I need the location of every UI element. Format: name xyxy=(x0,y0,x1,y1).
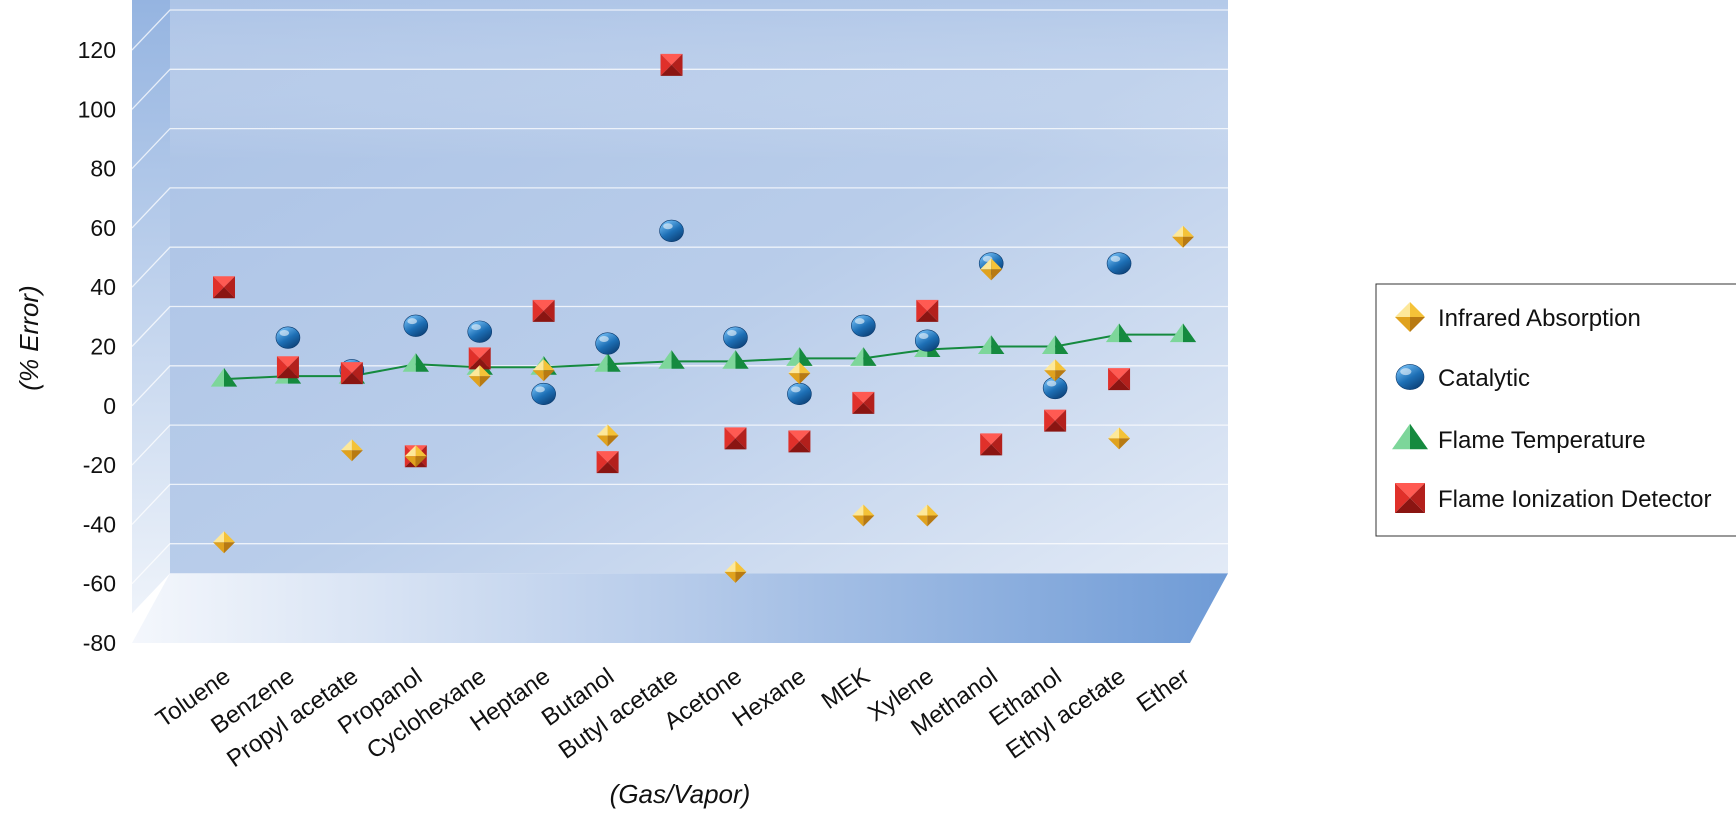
marker-square xyxy=(660,53,683,76)
marker-diamond xyxy=(532,359,555,382)
marker-diamond xyxy=(596,424,619,447)
gridline xyxy=(131,9,1228,51)
marker-sphere xyxy=(659,219,684,242)
marker-square xyxy=(916,299,939,322)
y-tick-labels: 120 100 80 60 40 20 0 -20 -40 -60 -80 xyxy=(78,37,116,656)
marker-sphere xyxy=(1395,364,1425,390)
marker-sphere xyxy=(595,332,620,355)
marker-square xyxy=(852,391,875,414)
marker-triangle xyxy=(658,350,685,369)
marker-diamond xyxy=(1044,359,1067,382)
marker-triangle xyxy=(722,350,749,369)
marker-diamond xyxy=(916,504,939,527)
gridline xyxy=(131,543,1228,585)
marker-triangle xyxy=(850,347,877,366)
gridline xyxy=(131,483,1228,525)
marker-square xyxy=(1395,483,1425,513)
marker-square xyxy=(980,433,1003,456)
marker-diamond xyxy=(1108,427,1131,450)
y-tick-label: 60 xyxy=(90,215,116,241)
legend-box xyxy=(1375,283,1736,537)
marker-square xyxy=(788,430,811,453)
marker-square xyxy=(276,356,299,379)
marker-diamond xyxy=(1395,302,1425,332)
y-tick-label: 80 xyxy=(90,156,116,182)
legend-item: Infrared Absorption xyxy=(1395,302,1641,332)
marker-diamond xyxy=(213,531,235,554)
gridline xyxy=(131,305,1228,347)
y-tick-label: -20 xyxy=(83,452,116,478)
y-tick-label: -80 xyxy=(83,630,116,656)
legend-item: Flame Ionization Detector xyxy=(1395,483,1711,513)
marker-triangle xyxy=(402,353,429,372)
marker-diamond xyxy=(468,365,491,388)
back-wall-shade xyxy=(170,0,1228,160)
marker-diamond xyxy=(724,560,747,583)
y-tick-label: 0 xyxy=(103,393,116,419)
x-category-label: Hexane xyxy=(728,663,811,733)
y-tick-label: 40 xyxy=(90,274,116,300)
side-wall xyxy=(132,0,170,614)
gridline xyxy=(131,68,1228,110)
y-tick-label: 120 xyxy=(78,37,116,63)
marker-triangle xyxy=(1392,423,1428,450)
y-tick-label: 20 xyxy=(90,334,116,360)
legend: Infrared Absorption Catalytic Flame Temper… xyxy=(1375,283,1736,537)
marker-diamond xyxy=(404,445,427,468)
marker-triangle xyxy=(786,347,813,366)
legend-item: Flame Temperature xyxy=(1392,423,1646,454)
legend-label: Flame Ionization Detector xyxy=(1438,486,1711,513)
marker-sphere xyxy=(851,314,876,337)
legend-label: Catalytic xyxy=(1438,365,1530,392)
x-axis-title: (Gas/Vapor) xyxy=(610,779,751,809)
x-category-label: Ether xyxy=(1132,663,1194,718)
marker-triangle xyxy=(978,335,1005,354)
marker-sphere xyxy=(403,314,429,337)
series-line xyxy=(223,333,1183,381)
y-tick-label: -40 xyxy=(83,511,116,537)
marker-square xyxy=(213,276,235,299)
marker-diamond xyxy=(852,504,875,527)
marker-sphere xyxy=(467,320,493,343)
marker-sphere xyxy=(914,329,940,352)
marker-diamond xyxy=(1172,225,1194,248)
plot-frame xyxy=(132,0,1228,643)
marker-diamond xyxy=(340,439,363,462)
marker-triangle xyxy=(1041,335,1069,354)
marker-square xyxy=(596,451,619,474)
y-axis-title: (% Error) xyxy=(14,285,44,390)
marker-square xyxy=(532,299,555,322)
gridline xyxy=(131,127,1228,170)
y-tick-label: 100 xyxy=(78,96,116,122)
marker-sphere xyxy=(787,382,812,406)
marker-sphere xyxy=(723,326,748,349)
marker-square xyxy=(468,347,491,370)
data-marks xyxy=(210,53,1197,583)
marker-diamond xyxy=(980,258,1003,281)
marker-sphere xyxy=(1042,376,1068,400)
gridline xyxy=(131,246,1228,288)
marker-triangle xyxy=(1105,323,1133,343)
y-tick-label: -60 xyxy=(83,571,116,597)
marker-diamond xyxy=(788,362,811,385)
marker-triangle xyxy=(210,367,238,387)
gridline xyxy=(131,424,1228,466)
marker-triangle xyxy=(594,353,621,372)
marker-sphere xyxy=(1106,252,1132,275)
marker-square xyxy=(1044,409,1067,432)
gridline xyxy=(131,187,1228,229)
marker-square xyxy=(340,362,363,385)
legend-label: Flame Temperature xyxy=(1438,427,1646,454)
floor xyxy=(132,573,1228,643)
legend-item: Catalytic xyxy=(1395,364,1530,392)
marker-sphere xyxy=(531,382,556,406)
marker-square xyxy=(724,427,747,450)
legend-label: Infrared Absorption xyxy=(1438,305,1641,332)
marker-triangle xyxy=(1169,323,1197,343)
marker-sphere xyxy=(275,326,301,349)
marker-square xyxy=(1108,368,1131,391)
